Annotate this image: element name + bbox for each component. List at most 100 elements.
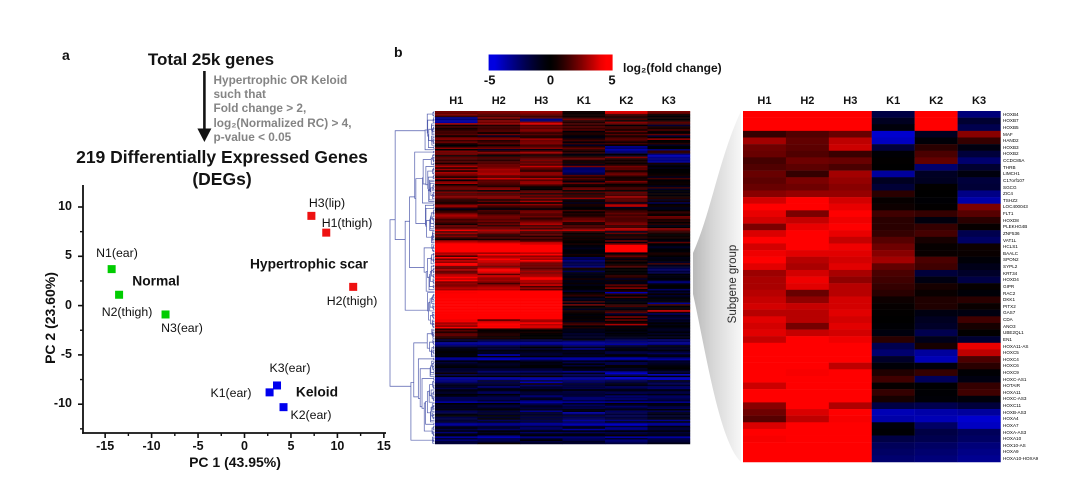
gene-label: SYPL2 [1003,264,1018,270]
flow-result-line1: 219 Differentially Expressed Genes [76,147,368,167]
heatmap_sub-column-header: H1 [757,95,772,107]
gene-label: ANO3 [1003,323,1016,329]
pca-point-H3(lip) [307,211,316,220]
gene-label: HOX10-AS [1003,442,1026,448]
gene-label: FLT1 [1003,211,1014,217]
gene-label: HOXB7 [1003,118,1019,124]
heatmap_sub [743,111,1001,463]
gene-label: HOXC-AS3 [1003,396,1027,402]
pca-point-H1(thigh) [322,228,331,237]
pca-point-label: N1(ear) [96,246,138,260]
heatmap_sub-column-header: K3 [972,95,987,107]
pca-point-label: N3(ear) [161,321,203,335]
gene-label: SGCG [1003,184,1017,190]
gene-label: HOXB5 [1003,124,1019,130]
gene-label: HOXA7 [1003,422,1019,428]
heatmap_main-column-header: H2 [491,95,506,107]
pca-y-tick-label: 10 [58,199,72,213]
pca-x-tick-label: 15 [376,439,391,453]
gene-label: HOXC5 [1003,350,1019,356]
pca-x-tick-label: -15 [96,439,115,453]
pca-x-tick-label: -10 [142,439,161,453]
pca-x-tick-label: -5 [192,439,204,453]
gene-label: ZIC4 [1003,191,1013,197]
gene-label: C17orf107 [1003,177,1025,183]
gene-label: RAC2 [1003,290,1016,296]
gene-label: CCDC85A [1003,158,1025,164]
heatmap_sub-column-header: H3 [843,95,858,107]
pca-x-tick-label: 0 [241,439,248,453]
pca-point-label: K2(ear) [290,408,332,422]
gene-label: HOXC-AS1 [1003,376,1027,382]
gene-label: HOXC6 [1003,363,1019,369]
gene-label: HAND2 [1003,138,1019,144]
pca-point-K3(ear) [273,381,282,390]
pca-x-tick-label: 5 [287,439,295,453]
gene-label: GAS7 [1003,310,1016,316]
pca-point-label: H1(thigh) [321,216,373,230]
heatmap_sub-column-header: K2 [929,95,944,107]
gene-label: HOXB3 [1003,144,1019,150]
gene-label: LIMCH1 [1003,171,1020,177]
gene-label: HOXB-AS3 [1003,409,1027,415]
heatmap_sub-column-header: H2 [800,95,815,107]
gene-label: PITX2 [1003,303,1016,309]
gene-label: HCLS1 [1003,244,1018,250]
gene-label: VAT1L [1003,237,1017,243]
pca-point-N3(ear) [161,310,170,319]
gene-label: HOXB4 [1003,111,1019,117]
pca-point-H2(thigh) [349,282,358,291]
flow-arrow-icon [197,128,212,142]
colorbar-label: log₂(fold change) [623,61,722,75]
gene-label: HOXA4 [1003,416,1019,422]
flow-filter-line: p-value < 0.05 [213,130,292,145]
pca-point-label: K1(ear) [210,386,252,400]
gene-label: PLEKHG4B [1003,224,1028,230]
colorbar-tick-label: 5 [608,72,616,88]
pca-y-tick-label: 5 [65,248,72,263]
pca-point-N2(thigh) [115,290,124,299]
pca-plot [78,185,386,438]
heatmap_sub-column-header: K1 [886,95,901,107]
flow-filter-criteria: Hypertrophic OR Keloid such that Fold chan… [214,73,352,145]
heatmap_main [435,111,691,445]
gene-label: HOXA11-AS [1003,343,1029,349]
pca-point-K2(ear) [279,403,288,412]
flow-filter-line: such that [213,86,266,101]
pca-x-tick-label: 10 [330,439,345,453]
pca-point-N1(ear) [107,265,116,274]
colorbar-gradient [488,54,613,71]
gene-label: BAALC [1003,250,1019,256]
flow-filter-line: log₂(Normalized RC) > 4, [213,115,352,130]
gene-label: HOXC4 [1003,356,1019,362]
pca-y-tick-label: 0 [65,297,72,312]
flow-result: 219 Differentially Expressed Genes (DEGs… [76,146,368,190]
pca-group-label: Hypertrophic scar [249,256,369,272]
panel-b-label: b [394,44,403,60]
heatmap_main-column-header: K1 [576,95,591,107]
pca-group-label: Keloid [295,384,339,400]
heatmap_main-column-header: K2 [619,95,634,107]
gene-label: HOXD8 [1003,217,1019,223]
gene-label: EN1 [1003,336,1012,342]
dendrogram [389,111,435,444]
pca-group-label: Normal [132,273,180,289]
gene-label: HOXA10 [1003,436,1022,442]
gene-label: HOXA11 [1003,389,1021,395]
colorbar-tick-label: 0 [546,72,555,88]
flow-filter-line: Fold change > 2, [213,101,307,116]
gene-label: HOXC9 [1003,369,1019,375]
gene-label: THRB [1003,164,1016,170]
heatmap_main-column-header: K3 [661,95,676,107]
flow-title: Total 25k genes [147,50,275,69]
heatmap_main-column-header: H1 [449,95,464,107]
gene-label: GIPR [1003,283,1015,289]
subgene-group-label: Subgene group [727,244,739,324]
pca-x-axis-title: PC 1 (43.95%) [189,454,281,470]
gene-label: HOXA-AS3 [1003,429,1027,435]
gene-label: MAF [1003,131,1013,137]
flow-result-line2: (DEGs) [192,169,252,189]
gene-label: LOC400043 [1003,204,1028,210]
gene-label: DKK1 [1003,297,1016,303]
gene-label: CDA [1003,317,1013,322]
